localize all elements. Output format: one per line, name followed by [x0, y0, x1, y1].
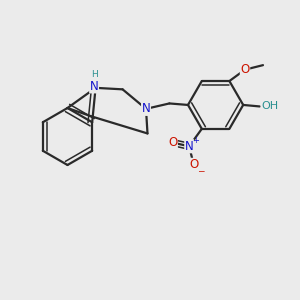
Text: H: H: [91, 70, 98, 79]
Text: OH: OH: [261, 101, 278, 111]
Text: O: O: [240, 63, 250, 76]
Text: O: O: [189, 158, 198, 171]
Text: O: O: [168, 136, 177, 149]
Text: N: N: [142, 102, 150, 115]
Text: −: −: [196, 166, 204, 175]
Text: N: N: [185, 140, 194, 153]
Text: +: +: [192, 136, 199, 145]
Text: N: N: [90, 80, 98, 93]
